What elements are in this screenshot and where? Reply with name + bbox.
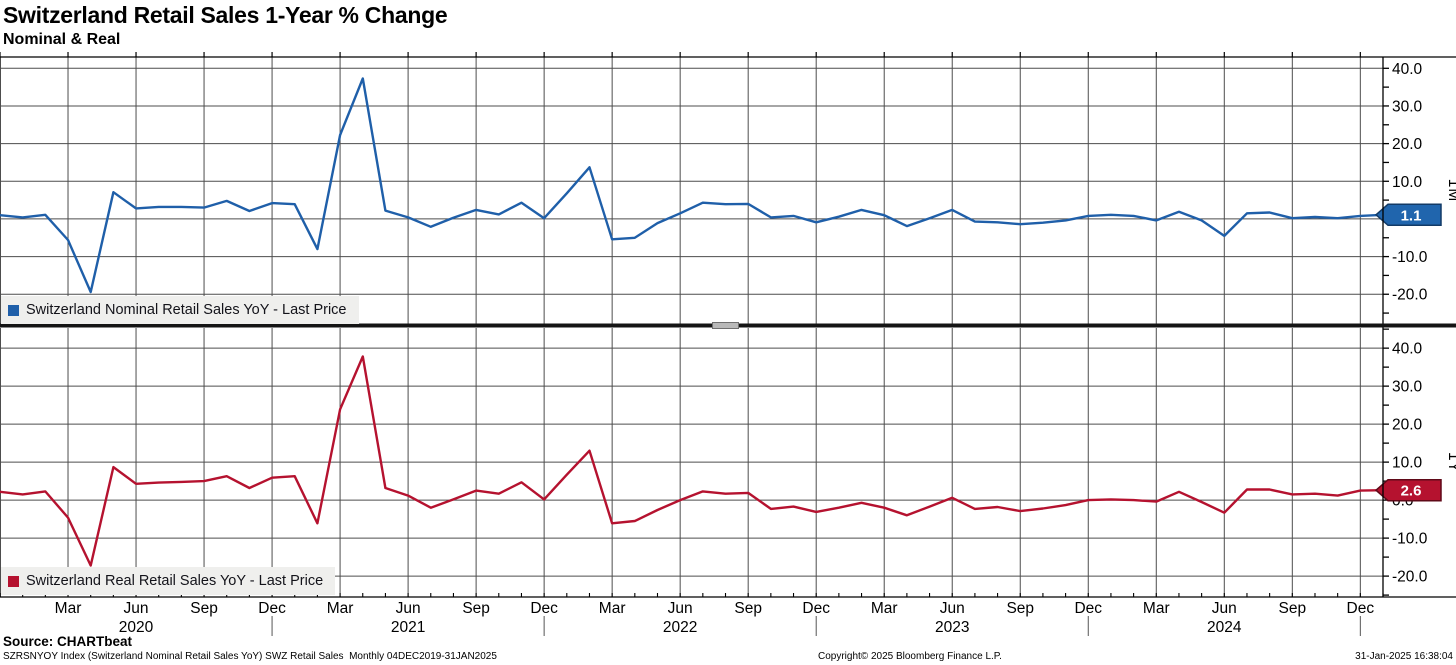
x-axis-month-label: Jun (124, 600, 149, 617)
page-subtitle: Nominal & Real (3, 31, 121, 48)
nominal-y-axis: 40.0 30.0 20.0 10.0 0.0 -10.0 -20.0 (1383, 61, 1428, 314)
x-axis-month-label: Sep (190, 600, 218, 617)
y-axis-tick-label: 20.0 (1392, 136, 1423, 153)
x-axis-month-label: Mar (327, 600, 354, 617)
y-axis-tick-label: -20.0 (1392, 287, 1428, 304)
y-axis-tick-label: 0.0 (1392, 211, 1414, 228)
y-axis-tick-label: 30.0 (1392, 379, 1423, 396)
y-axis-tick-label: 10.0 (1392, 455, 1423, 472)
real-plot-area[interactable] (0, 328, 1383, 597)
source-label: Source: CHARTbeat (3, 634, 133, 649)
x-axis-year-label: 2023 (935, 619, 969, 636)
real-legend-label: Switzerland Real Retail Sales YoY - Last… (26, 573, 324, 589)
x-axis-year-label: 2024 (1207, 619, 1242, 636)
x-axis-month-label: Mar (1143, 600, 1170, 617)
ticker-description: SZRSNYOY Index (Switzerland Nominal Reta… (3, 651, 497, 662)
nominal-last-price-tag: 1.1 (1374, 203, 1442, 227)
x-axis-month-label: Jun (396, 600, 421, 617)
nominal-scale-title: 1M (1445, 179, 1456, 203)
real-y-axis: 40.0 30.0 20.0 10.0 0.0 -10.0 -20.0 (1383, 328, 1428, 596)
y-axis-tick-label: 40.0 (1392, 61, 1423, 78)
y-axis-tick-label: -20.0 (1392, 569, 1428, 586)
x-axis-month-label: Dec (802, 600, 830, 617)
x-axis-labels: Mar Jun Sep Dec Mar Jun Sep Dec Mar Jun Sep Dec Mar J… (55, 600, 1375, 636)
y-axis-tick-label: -10.0 (1392, 249, 1428, 266)
x-axis-month-label: Dec (530, 600, 558, 617)
svg-text:2.6: 2.6 (1401, 483, 1422, 500)
x-axis-month-label: Sep (462, 600, 490, 617)
y-axis-tick-label: 10.0 (1392, 174, 1423, 191)
nominal-legend-label: Switzerland Nominal Retail Sales YoY - L… (26, 302, 347, 318)
real-legend-swatch-icon (8, 575, 19, 587)
x-axis-month-label: Dec (258, 600, 286, 617)
x-axis-month-label: Mar (55, 600, 82, 617)
real-scale-title: 1Y (1445, 452, 1456, 473)
x-axis-month-label: Jun (1212, 600, 1237, 617)
y-axis-tick-label: 20.0 (1392, 417, 1423, 434)
y-axis-tick-label: 30.0 (1392, 98, 1423, 115)
real-last-price-tag: 2.6 (1374, 478, 1442, 502)
x-axis-month-label: Jun (940, 600, 965, 617)
x-axis-month-label: Dec (1074, 600, 1102, 617)
page-title: Switzerland Retail Sales 1-Year % Change (3, 2, 448, 28)
timestamp-text: 31-Jan-2025 16:38:04 (1355, 651, 1453, 662)
y-axis-tick-label: -10.0 (1392, 531, 1428, 548)
x-axis-month-label: Sep (734, 600, 762, 617)
y-axis-tick-label: 40.0 (1392, 341, 1423, 358)
panel-divider-drag-handle[interactable] (712, 322, 739, 329)
y-axis-tick-label: 0.0 (1392, 493, 1414, 510)
nominal-plot-area[interactable] (0, 57, 1383, 324)
x-axis-month-label: Jun (668, 600, 693, 617)
x-axis-month-label: Dec (1347, 600, 1375, 617)
svg-text:1.1: 1.1 (1401, 207, 1422, 224)
x-axis-month-label: Sep (1279, 600, 1307, 617)
x-axis-month-label: Mar (871, 600, 898, 617)
x-axis-month-label: Sep (1006, 600, 1034, 617)
real-legend[interactable]: Switzerland Real Retail Sales YoY - Last… (1, 567, 336, 595)
x-axis-year-label: 2022 (663, 619, 697, 636)
nominal-legend[interactable]: Switzerland Nominal Retail Sales YoY - L… (1, 296, 359, 324)
nominal-legend-swatch-icon (8, 304, 19, 316)
x-axis-year-label: 2021 (391, 619, 425, 636)
x-axis-month-label: Mar (599, 600, 626, 617)
copyright-text: Copyright© 2025 Bloomberg Finance L.P. (818, 651, 1002, 662)
